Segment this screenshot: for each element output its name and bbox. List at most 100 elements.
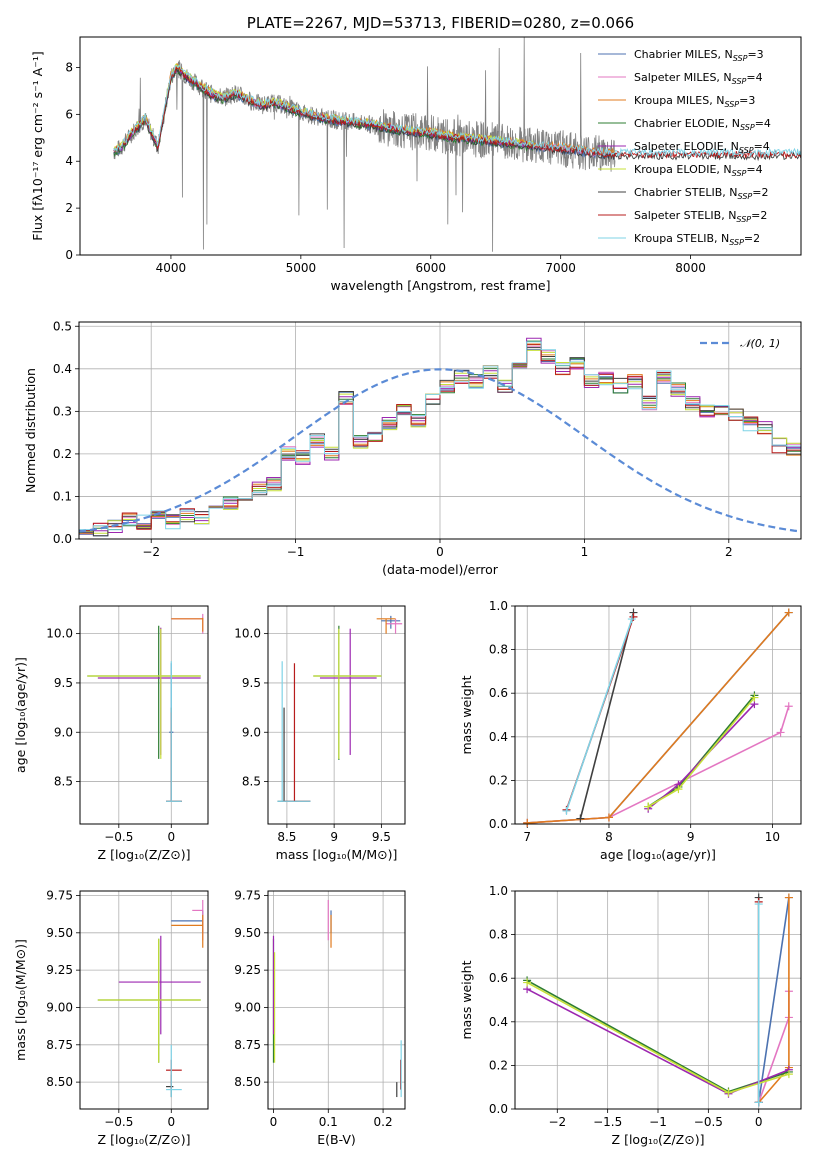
y-tick-label: 2 [65, 201, 73, 215]
y-tick-label: 9.0 [242, 725, 261, 739]
axes-frame [514, 605, 802, 825]
x-tick-label: 6000 [415, 261, 446, 275]
y-tick-label: 9.00 [234, 1000, 261, 1014]
chart-title: PLATE=2267, MJD=53713, FIBERID=0280, z=0… [247, 14, 634, 32]
legend-name: Chabrier ELODIE, N [634, 117, 740, 130]
x-axis-label: E(B-V) [317, 1132, 356, 1147]
legend-suffix: =4 [754, 140, 770, 153]
legend-entry: Salpeter STELIB, NSSP=2 [634, 209, 767, 224]
x-tick-label: 5000 [286, 261, 317, 275]
y-axis-label: age [log₁₀(age/yr)] [13, 657, 28, 773]
data-point-marker [523, 818, 532, 827]
legend-suffix: =2 [744, 232, 760, 245]
histogram-step [79, 343, 801, 534]
legend-name: Chabrier MILES, N [634, 48, 733, 61]
y-tick-label: 0.0 [489, 1102, 508, 1116]
y-tick-label: 0.8 [489, 643, 508, 657]
weight_vs_age-panel: 7 8 9 10 0.0 0.2 0.4 0.6 0.8 1.0 age [log₁₀(age/yr… [459, 599, 802, 862]
y-axis-label: mass weight [459, 675, 474, 754]
spectrum-plot-area [113, 37, 801, 252]
x-tick-label: 9 [687, 830, 695, 844]
legend-entry: Kroupa MILES, NSSP=3 [634, 94, 755, 109]
x-tick-label: −2 [142, 545, 160, 559]
y-tick-label: 8.50 [46, 1075, 73, 1089]
series-line [527, 611, 790, 824]
data-point-marker [523, 978, 532, 987]
model-spectrum-line [113, 64, 801, 158]
x-tick-label: −0.5 [104, 830, 133, 844]
y-tick-label: 8.5 [242, 775, 261, 789]
histogram-step [79, 337, 801, 533]
x-tick-label: −0.5 [104, 1115, 133, 1129]
legend-suffix: =4 [755, 117, 771, 130]
axes-frame [79, 605, 209, 825]
legend-subscript: SSP [736, 215, 751, 224]
y-tick-label: 0.5 [53, 319, 72, 333]
legend-entry: 𝒩(0, 1) [740, 337, 780, 350]
legend-suffix: =2 [751, 209, 767, 222]
y-tick-label: 0.6 [489, 686, 508, 700]
histogram-step [79, 349, 801, 534]
residuals-panel: −2 −1 0 1 2 0.0 0.1 0.2 0.3 0.4 0.5 (data-model)/er… [23, 319, 802, 577]
x-tick-label: −0.5 [694, 1115, 723, 1129]
y-tick-label: 0.4 [489, 730, 508, 744]
legend-subscript: SSP [738, 192, 753, 201]
x-axis-label: (data-model)/error [382, 562, 499, 577]
legend-subscript: SSP [733, 54, 748, 63]
x-tick-label: −2 [548, 1115, 566, 1129]
legend-subscript: SSP [729, 238, 744, 247]
data-point-marker [724, 1088, 733, 1097]
y-tick-label: 4 [65, 154, 73, 168]
y-tick-label: 9.5 [242, 676, 261, 690]
normal-curve [79, 368, 801, 533]
histogram-step [79, 341, 801, 531]
data-point-marker [754, 900, 763, 909]
axes-frame [79, 36, 802, 256]
x-tick-label: 2 [725, 545, 733, 559]
legend-name: Salpeter ELODIE, N [634, 140, 739, 153]
y-tick-label: 9.25 [234, 963, 261, 977]
y-tick-label: 9.75 [46, 888, 73, 902]
x-tick-label: −1 [649, 1115, 667, 1129]
data-point-marker [644, 802, 653, 811]
x-tick-label: 0.2 [374, 1115, 393, 1129]
y-axis-label: Normed distribution [23, 368, 38, 493]
age_vs_z-panel: −0.5 0 8.5 9.0 9.5 10.0 Z [log₁₀(Z/Z⊙)] age [lo… [13, 605, 209, 862]
x-tick-label: 1 [581, 545, 589, 559]
y-tick-label: 0.2 [489, 773, 508, 787]
y-tick-label: 0.4 [489, 1015, 508, 1029]
legend-subscript: SSP [732, 169, 747, 178]
x-axis-label: wavelength [Angstrom, rest frame] [330, 278, 550, 293]
legend-suffix: =2 [752, 186, 768, 199]
y-tick-label: 6 [65, 107, 73, 121]
y-tick-label: 0.1 [53, 489, 72, 503]
y-axis-label: mass [log₁₀(M/M⊙)] [13, 939, 28, 1061]
y-tick-label: 1.0 [489, 884, 508, 898]
residuals-plot-area [79, 337, 801, 537]
axes-frame [267, 890, 406, 1110]
y-tick-label: 0.4 [53, 362, 72, 376]
y-axis-label: Flux [fλ10⁻¹⁷ erg cm⁻² s⁻¹ A⁻¹] [30, 51, 45, 240]
y-tick-label: 1.0 [489, 599, 508, 613]
data-point-marker [576, 814, 585, 823]
series-line [647, 703, 755, 810]
data-point-marker [776, 728, 785, 737]
y-tick-label: 10.0 [234, 627, 261, 641]
legend-subscript: SSP [732, 77, 747, 86]
axes-frame [79, 890, 209, 1110]
legend-subscript: SSP [724, 100, 739, 109]
legend-suffix: =4 [746, 163, 762, 176]
x-axis-label: Z [log₁₀(Z/Z⊙)] [98, 1132, 191, 1147]
legend-suffix: =4 [746, 71, 762, 84]
data-point-marker [784, 608, 793, 617]
age_vs_mass-panel: 8.5 9 9.5 8.5 9.0 9.5 10.0 mass [log₁₀(M/M⊙)] [234, 605, 406, 862]
legend-suffix: =3 [747, 48, 763, 61]
y-tick-label: 10.0 [46, 627, 73, 641]
legend-entry: Chabrier STELIB, NSSP=2 [634, 186, 768, 201]
legend-name: Salpeter STELIB, N [634, 209, 736, 222]
mass_vs_z-panel: −0.5 0 8.50 8.75 9.00 9.25 9.50 9.75 Z [log₁₀(Z/… [13, 888, 209, 1147]
y-tick-label: 8.75 [234, 1038, 261, 1052]
series-line [527, 706, 790, 824]
x-tick-label: 0 [436, 545, 444, 559]
